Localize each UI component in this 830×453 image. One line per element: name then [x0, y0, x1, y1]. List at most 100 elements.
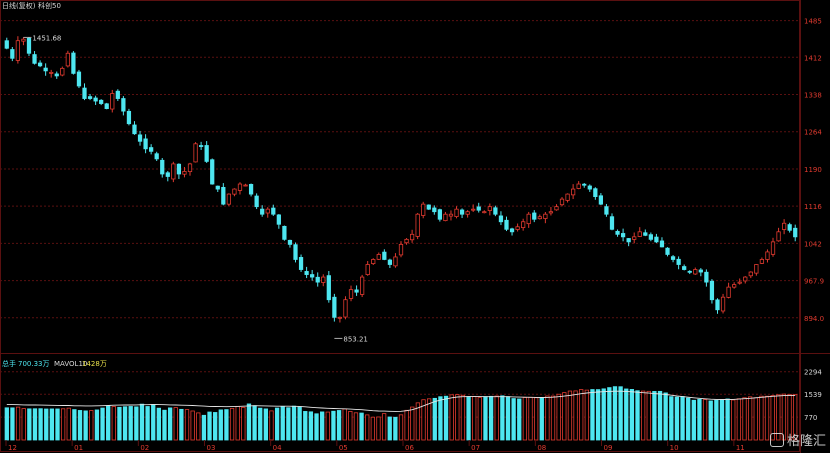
volume-bar — [702, 399, 708, 441]
price-tick-label: 894.0 — [804, 315, 824, 323]
mavol-label: MAVOL10 — [54, 360, 88, 368]
candle-body — [76, 71, 82, 87]
volume-bar — [308, 411, 314, 441]
candle-body — [354, 289, 359, 293]
candle-body — [509, 228, 515, 233]
candle-body — [609, 216, 615, 230]
candle-body — [459, 209, 465, 215]
volume-bar — [477, 397, 482, 441]
candle-body — [137, 134, 143, 142]
candle-body — [226, 193, 231, 205]
volume-bar — [387, 416, 392, 441]
volume-bar — [652, 391, 657, 441]
volume-bar — [201, 414, 207, 441]
candle-body — [110, 93, 115, 110]
volume-bar — [511, 398, 516, 441]
candle-body — [432, 207, 437, 213]
candle-body — [165, 172, 170, 177]
candles-layer: 1451.68 853.21 — [4, 34, 798, 343]
candle-body — [770, 241, 776, 255]
candle-body — [26, 37, 32, 54]
candle-body — [343, 299, 348, 318]
candle-body — [15, 40, 21, 61]
volume-bar — [94, 409, 100, 441]
volume-bar — [657, 390, 663, 441]
volume-bar — [258, 407, 263, 441]
volume-bar — [89, 410, 94, 441]
volume-bar — [162, 409, 167, 441]
candle-body — [748, 271, 753, 277]
candle-body — [598, 195, 604, 205]
candle-body — [287, 239, 293, 245]
volume-bar — [398, 414, 404, 441]
candle-body — [204, 145, 209, 162]
candle-body — [21, 38, 26, 42]
price-tick-label: 1264 — [804, 129, 822, 137]
candle-body — [682, 266, 687, 270]
volume-bar — [167, 407, 173, 441]
volume-bar — [488, 395, 494, 441]
candle-body — [237, 183, 243, 191]
volume-bar — [151, 404, 156, 441]
volume-bar — [674, 396, 680, 441]
candle-body — [548, 211, 554, 214]
x-tick-label: 03 — [207, 444, 216, 452]
candle-body — [171, 163, 176, 180]
volume-bar — [776, 394, 781, 441]
candle-body — [254, 195, 259, 208]
volume-bar — [325, 411, 330, 441]
volume-bar — [455, 394, 460, 441]
volume-bar — [27, 408, 32, 441]
candle-body — [210, 159, 215, 185]
candle-body — [443, 213, 448, 222]
x-tick-label: 09 — [604, 444, 613, 452]
candle-body — [643, 232, 648, 236]
volume-bar — [731, 399, 736, 441]
candle-body — [248, 184, 254, 195]
x-tick-label: 06 — [405, 444, 414, 452]
volume-bar — [184, 409, 190, 441]
candle-body — [687, 270, 692, 273]
candle-body — [437, 209, 442, 220]
candle-body — [482, 211, 487, 214]
volume-bar — [320, 411, 325, 441]
candle-body — [132, 124, 137, 135]
volume-bar — [415, 402, 421, 441]
price-tick-label: 1116 — [804, 203, 822, 211]
volume-bar — [263, 408, 268, 441]
candle-body — [604, 206, 609, 215]
volume-bar — [213, 412, 218, 441]
volume-bar — [196, 412, 201, 441]
volume-bar — [348, 411, 353, 441]
volume-bar — [173, 407, 178, 441]
volume-bar — [472, 396, 477, 441]
volume-bar — [370, 416, 375, 441]
volume-bar — [759, 395, 764, 441]
candle-body — [310, 274, 315, 278]
candle-body — [543, 213, 548, 219]
candle-body — [321, 276, 326, 283]
candle-body — [765, 251, 770, 260]
volume-bar — [539, 397, 544, 441]
candle-body — [593, 188, 598, 198]
candle-body — [376, 254, 381, 260]
candle-body — [654, 236, 659, 243]
volume-bar — [646, 390, 651, 441]
volume-bar — [443, 395, 449, 441]
volume-bar — [336, 410, 342, 441]
volume-bar — [579, 389, 584, 441]
volume-bar — [556, 393, 561, 441]
candle-body — [698, 269, 703, 273]
volume-value: 700.33万 — [18, 360, 50, 368]
candle-body — [576, 183, 581, 189]
candle-body — [276, 214, 281, 225]
volume-bar — [584, 389, 589, 441]
candle-body — [665, 247, 670, 255]
candle-body — [476, 206, 481, 211]
price-tick-label: 1412 — [804, 54, 822, 62]
axis-ticks-layer: 1485 1412 1338 1264 1190 1116 1042 967.9 894.0 22… — [5, 18, 824, 452]
volume-bar — [607, 387, 612, 441]
